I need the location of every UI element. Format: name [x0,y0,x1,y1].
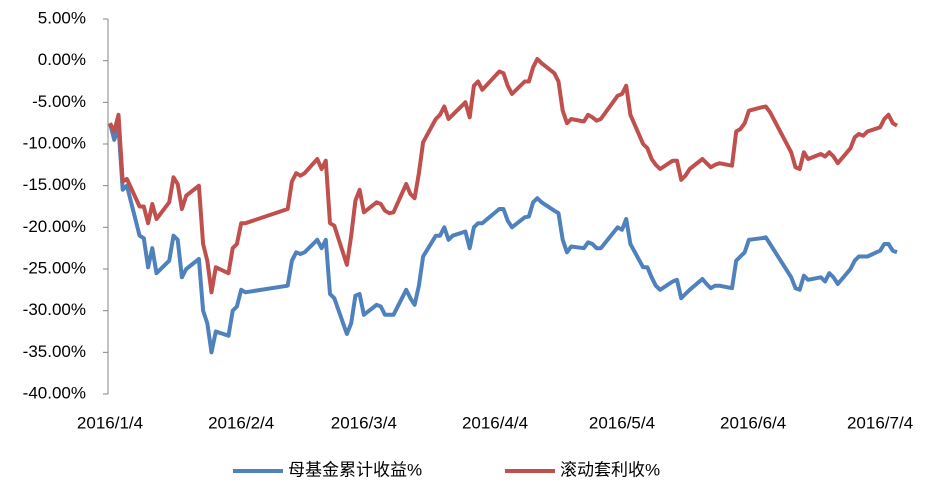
y-tick-label: -40.00% [23,383,86,402]
x-tick-label: 2016/1/4 [77,413,143,432]
y-tick-label: -35.00% [23,342,86,361]
series-line [108,57,899,295]
y-tick-label: -25.00% [23,258,86,277]
x-tick-label: 2016/5/4 [589,413,655,432]
y-tick-label: 0.00% [38,50,86,69]
legend-label: 滚动套利收% [560,460,660,479]
y-tick-label: -5.00% [32,92,86,111]
x-tick-label: 2016/7/4 [847,413,913,432]
x-tick-label: 2016/3/4 [331,413,397,432]
x-tick-label: 2016/2/4 [208,413,274,432]
y-tick-label: 5.00% [38,8,86,27]
series-line [108,122,898,355]
y-tick-label: -30.00% [23,300,86,319]
x-tick-label: 2016/4/4 [462,413,528,432]
y-tick-label: -10.00% [23,133,86,152]
legend-label: 母基金累计收益% [288,460,422,479]
x-tick-label: 2016/6/4 [720,413,786,432]
y-tick-label: -15.00% [23,175,86,194]
y-tick-label: -20.00% [23,217,86,236]
